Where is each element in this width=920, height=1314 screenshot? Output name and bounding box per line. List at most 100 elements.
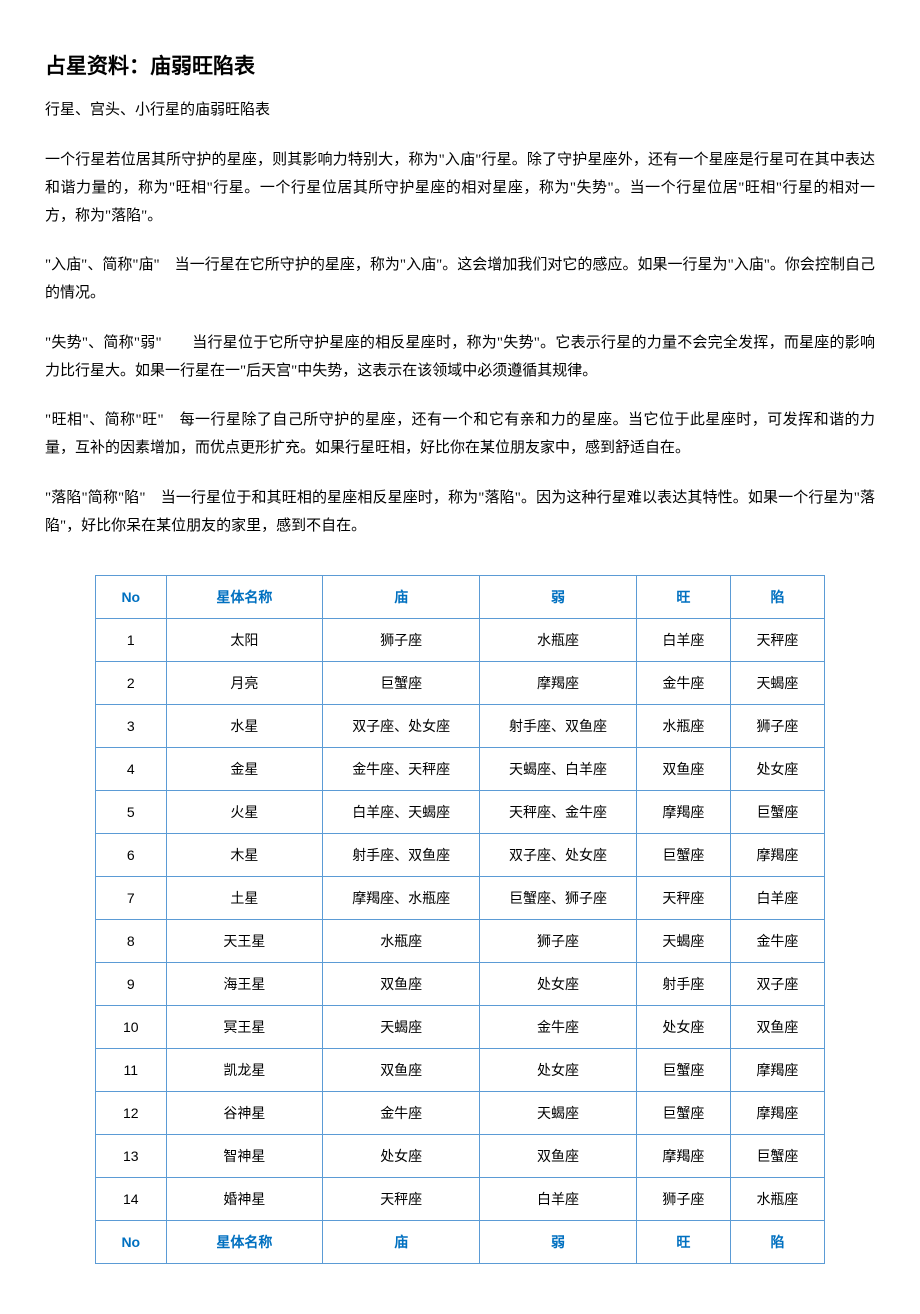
cell-xian: 摩羯座	[730, 1049, 824, 1092]
cell-ruo: 天蝎座	[480, 1092, 637, 1135]
cell-name: 火星	[166, 791, 323, 834]
cell-no: 1	[96, 619, 167, 662]
cell-ruo: 白羊座	[480, 1178, 637, 1221]
cell-no: 9	[96, 963, 167, 1006]
cell-ruo: 双子座、处女座	[480, 834, 637, 877]
cell-ruo: 摩羯座	[480, 662, 637, 705]
cell-name: 土星	[166, 877, 323, 920]
table-row: 7土星摩羯座、水瓶座巨蟹座、狮子座天秤座白羊座	[96, 877, 825, 920]
cell-no: 3	[96, 705, 167, 748]
cell-xian: 水瓶座	[730, 1178, 824, 1221]
cell-wang: 巨蟹座	[636, 834, 730, 877]
cell-ruo: 金牛座	[480, 1006, 637, 1049]
cell-wang: 水瓶座	[636, 705, 730, 748]
table-row: 1太阳狮子座水瓶座白羊座天秤座	[96, 619, 825, 662]
cell-xian: 处女座	[730, 748, 824, 791]
cell-no: 7	[96, 877, 167, 920]
cell-ruo: 双鱼座	[480, 1135, 637, 1178]
cell-wang: 摩羯座	[636, 1135, 730, 1178]
cell-name: 天王星	[166, 920, 323, 963]
table-row: 2月亮巨蟹座摩羯座金牛座天蝎座	[96, 662, 825, 705]
cell-wang: 射手座	[636, 963, 730, 1006]
cell-xian: 天蝎座	[730, 662, 824, 705]
table-row: 11凯龙星双鱼座处女座巨蟹座摩羯座	[96, 1049, 825, 1092]
cell-xian: 巨蟹座	[730, 791, 824, 834]
cell-wang: 巨蟹座	[636, 1092, 730, 1135]
cell-no: 11	[96, 1049, 167, 1092]
cell-miao: 摩羯座、水瓶座	[323, 877, 480, 920]
cell-name: 水星	[166, 705, 323, 748]
table-body: 1太阳狮子座水瓶座白羊座天秤座2月亮巨蟹座摩羯座金牛座天蝎座3水星双子座、处女座…	[96, 619, 825, 1221]
cell-ruo: 处女座	[480, 963, 637, 1006]
cell-name: 智神星	[166, 1135, 323, 1178]
table-row: 12谷神星金牛座天蝎座巨蟹座摩羯座	[96, 1092, 825, 1135]
cell-wang: 狮子座	[636, 1178, 730, 1221]
table-container: No 星体名称 庙 弱 旺 陷 1太阳狮子座水瓶座白羊座天秤座2月亮巨蟹座摩羯座…	[45, 575, 875, 1264]
cell-miao: 天蝎座	[323, 1006, 480, 1049]
cell-no: 10	[96, 1006, 167, 1049]
table-header-row: No 星体名称 庙 弱 旺 陷	[96, 576, 825, 619]
paragraph-xian: "落陷"简称"陷" 当一行星位于和其旺相的星座相反星座时，称为"落陷"。因为这种…	[45, 485, 875, 541]
cell-xian: 双子座	[730, 963, 824, 1006]
footer-ruo: 弱	[480, 1221, 637, 1264]
footer-wang: 旺	[636, 1221, 730, 1264]
cell-name: 太阳	[166, 619, 323, 662]
header-wang: 旺	[636, 576, 730, 619]
cell-name: 木星	[166, 834, 323, 877]
header-no: No	[96, 576, 167, 619]
cell-wang: 白羊座	[636, 619, 730, 662]
cell-xian: 双鱼座	[730, 1006, 824, 1049]
paragraph-wang: "旺相"、简称"旺" 每一行星除了自己所守护的星座，还有一个和它有亲和力的星座。…	[45, 407, 875, 463]
table-row: 6木星射手座、双鱼座双子座、处女座巨蟹座摩羯座	[96, 834, 825, 877]
cell-name: 金星	[166, 748, 323, 791]
cell-miao: 巨蟹座	[323, 662, 480, 705]
cell-no: 4	[96, 748, 167, 791]
cell-xian: 摩羯座	[730, 1092, 824, 1135]
table-row: 9海王星双鱼座处女座射手座双子座	[96, 963, 825, 1006]
table-row: 13智神星处女座双鱼座摩羯座巨蟹座	[96, 1135, 825, 1178]
paragraph-intro: 一个行星若位居其所守护的星座，则其影响力特别大，称为"入庙"行星。除了守护星座外…	[45, 147, 875, 230]
cell-miao: 处女座	[323, 1135, 480, 1178]
cell-xian: 狮子座	[730, 705, 824, 748]
cell-miao: 白羊座、天蝎座	[323, 791, 480, 834]
paragraph-miao: "入庙"、简称"庙" 当一行星在它所守护的星座，称为"入庙"。这会增加我们对它的…	[45, 252, 875, 308]
cell-xian: 白羊座	[730, 877, 824, 920]
cell-ruo: 巨蟹座、狮子座	[480, 877, 637, 920]
cell-wang: 巨蟹座	[636, 1049, 730, 1092]
table-footer-row: No 星体名称 庙 弱 旺 陷	[96, 1221, 825, 1264]
table-row: 10冥王星天蝎座金牛座处女座双鱼座	[96, 1006, 825, 1049]
cell-no: 12	[96, 1092, 167, 1135]
cell-miao: 狮子座	[323, 619, 480, 662]
cell-miao: 金牛座	[323, 1092, 480, 1135]
cell-ruo: 天蝎座、白羊座	[480, 748, 637, 791]
cell-ruo: 天秤座、金牛座	[480, 791, 637, 834]
cell-wang: 处女座	[636, 1006, 730, 1049]
cell-no: 5	[96, 791, 167, 834]
table-row: 3水星双子座、处女座射手座、双鱼座水瓶座狮子座	[96, 705, 825, 748]
cell-no: 8	[96, 920, 167, 963]
cell-name: 冥王星	[166, 1006, 323, 1049]
header-miao: 庙	[323, 576, 480, 619]
cell-wang: 天蝎座	[636, 920, 730, 963]
cell-ruo: 射手座、双鱼座	[480, 705, 637, 748]
header-ruo: 弱	[480, 576, 637, 619]
cell-miao: 射手座、双鱼座	[323, 834, 480, 877]
footer-name: 星体名称	[166, 1221, 323, 1264]
cell-miao: 双鱼座	[323, 963, 480, 1006]
cell-miao: 金牛座、天秤座	[323, 748, 480, 791]
table-row: 14婚神星天秤座白羊座狮子座水瓶座	[96, 1178, 825, 1221]
cell-no: 2	[96, 662, 167, 705]
cell-xian: 摩羯座	[730, 834, 824, 877]
cell-miao: 双鱼座	[323, 1049, 480, 1092]
cell-name: 婚神星	[166, 1178, 323, 1221]
cell-name: 海王星	[166, 963, 323, 1006]
cell-xian: 巨蟹座	[730, 1135, 824, 1178]
dignity-table: No 星体名称 庙 弱 旺 陷 1太阳狮子座水瓶座白羊座天秤座2月亮巨蟹座摩羯座…	[95, 575, 825, 1264]
footer-miao: 庙	[323, 1221, 480, 1264]
cell-xian: 天秤座	[730, 619, 824, 662]
cell-ruo: 处女座	[480, 1049, 637, 1092]
cell-name: 凯龙星	[166, 1049, 323, 1092]
cell-no: 6	[96, 834, 167, 877]
cell-miao: 天秤座	[323, 1178, 480, 1221]
cell-name: 月亮	[166, 662, 323, 705]
